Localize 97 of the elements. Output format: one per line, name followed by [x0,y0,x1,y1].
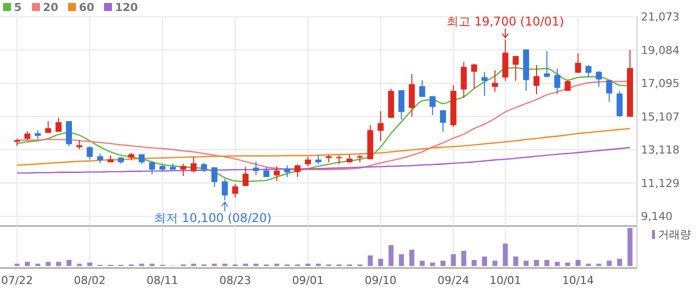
candlestick [554,68,560,95]
candlestick [232,184,238,198]
x-tick-label: 09/01 [292,274,324,287]
annotation: 최저 10,100 (08/20) [154,211,272,226]
candlestick [45,120,52,134]
legend-label: 거래량 [658,228,691,241]
candlestick [242,166,249,187]
candlestick [97,153,104,164]
y-tick-label: 17,095 [641,77,680,90]
legend-label: 5 [14,1,22,14]
candlestick [304,156,311,167]
bar [524,260,529,266]
bar [554,262,560,266]
bar [368,255,373,266]
bar [440,260,446,266]
y-tick-label: 21,073 [641,10,680,24]
legend-label: 60 [79,1,95,14]
candlestick [201,162,208,172]
bar [565,262,570,266]
candlestick [378,110,384,142]
candlestick [222,178,228,201]
candlestick [606,80,612,102]
candlestick [24,130,30,141]
bar [617,258,622,266]
x-tick-label: 07/22 [1,274,33,287]
candlestick [460,61,467,98]
legend-label: 20 [43,1,59,14]
x-tick-label: 09/10 [364,274,396,287]
candlestick [86,146,93,160]
candlestick [315,154,322,165]
candlestick [180,163,186,176]
bar [46,262,51,266]
candlestick [56,117,62,132]
x-tick-label: 10/14 [562,274,594,287]
y-tick-label: 9,140 [641,210,672,224]
bar [513,256,518,266]
candlestick [66,120,72,147]
bar [628,228,632,266]
candlestick [585,64,592,78]
x-tick-label: 10/01 [489,274,522,287]
candlestick [76,140,82,150]
candlestick [274,166,280,182]
candlestick [284,164,290,178]
candlestick [252,161,259,176]
candlestick [263,166,270,178]
candlestick [398,90,404,120]
bar [87,262,92,266]
candlestick [430,96,436,116]
candlestick [440,110,446,132]
bar [56,262,62,266]
annotation: 최고 19,700 (10/01) [446,14,564,29]
candlestick [575,52,582,74]
candlestick [211,166,218,188]
y-tick-label: 11,129 [641,176,680,190]
candlestick [294,164,301,178]
legend-label: 120 [115,1,138,14]
candlestick [482,72,488,96]
bar [420,260,425,266]
y-tick-label: 19,084 [641,44,680,57]
candlestick [616,90,623,118]
candlestick [533,64,540,95]
bar [534,260,539,266]
candlestick [408,74,415,118]
bar [544,260,550,266]
y-tick-label: 13,118 [641,144,680,157]
bar [398,254,404,266]
x-tick-label: 08/23 [219,274,252,287]
candlestick [512,56,519,82]
bar [502,244,508,266]
bar [66,260,72,266]
bar [378,258,384,266]
bar [409,250,414,266]
bar [461,250,466,266]
x-tick-label: 09/24 [438,274,470,287]
bar [492,260,498,266]
candlestick [149,160,156,175]
y-tick-label: 15,107 [641,110,680,124]
bar [388,245,394,266]
bar [576,260,581,266]
bar [606,260,612,266]
x-tick-label: 08/11 [146,274,178,287]
candlestick [596,70,602,88]
candlestick [544,50,550,78]
candlestick [564,80,571,92]
bar [482,256,488,266]
bar [450,254,456,266]
candlestick [190,156,197,173]
bar [472,260,477,266]
line-series [16,128,631,166]
candlestick [336,155,342,165]
candlestick [419,80,426,98]
bar [24,262,30,266]
candlestick [471,63,478,90]
candlestick [138,154,145,165]
bar [430,262,436,266]
candlestick [492,70,498,92]
x-tick-label: 08/02 [74,274,106,287]
